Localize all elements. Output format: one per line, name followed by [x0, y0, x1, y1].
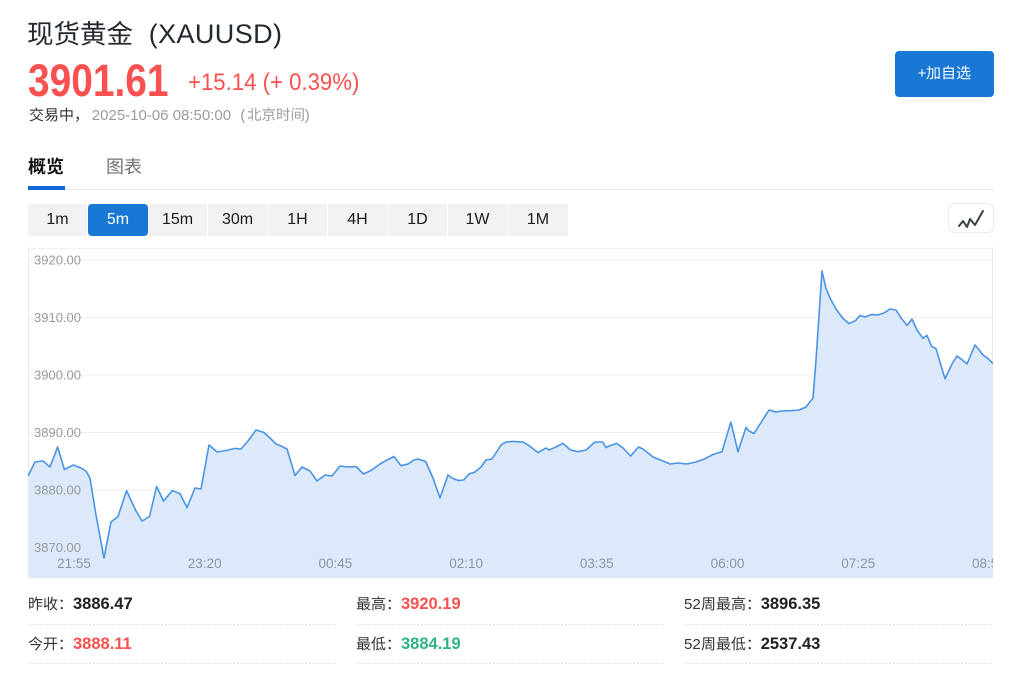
svg-text:3870.00: 3870.00	[34, 540, 81, 555]
svg-text:07:25: 07:25	[841, 556, 875, 571]
svg-text:06:00: 06:00	[711, 556, 745, 571]
svg-text:03:35: 03:35	[580, 556, 614, 571]
svg-text:3890.00: 3890.00	[34, 425, 81, 440]
svg-text:23:20: 23:20	[188, 556, 222, 571]
svg-text:3880.00: 3880.00	[34, 483, 81, 498]
svg-text:3910.00: 3910.00	[34, 310, 81, 325]
svg-text:3900.00: 3900.00	[34, 368, 81, 383]
svg-text:08:50: 08:50	[972, 556, 1006, 571]
svg-text:21:55: 21:55	[57, 556, 91, 571]
svg-text:02:10: 02:10	[449, 556, 483, 571]
svg-text:00:45: 00:45	[319, 556, 353, 571]
svg-text:3920.00: 3920.00	[34, 253, 81, 268]
